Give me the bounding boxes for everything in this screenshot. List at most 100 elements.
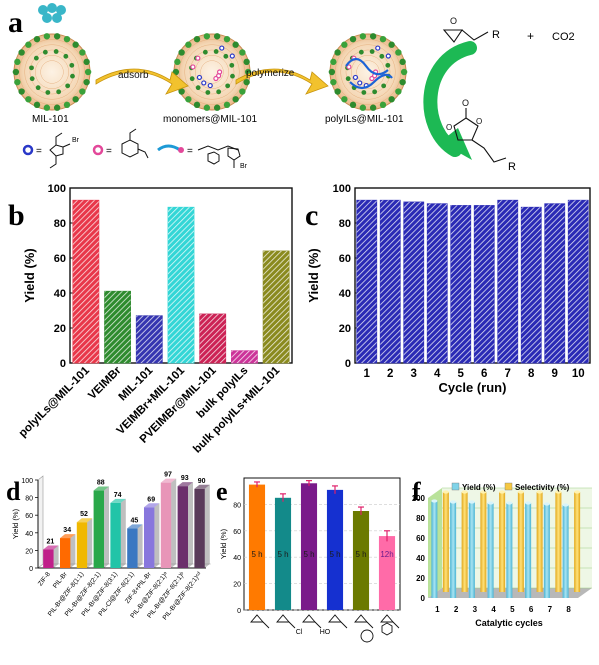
substituent-label: Cl xyxy=(296,629,303,636)
bar xyxy=(487,503,494,598)
mof-node xyxy=(395,49,402,56)
mof-lattice-ring xyxy=(195,55,229,89)
mof-node xyxy=(70,73,75,79)
mof-node xyxy=(193,101,201,109)
mof-node xyxy=(178,88,185,95)
panel-letter-a: a xyxy=(8,6,23,39)
mof-node xyxy=(45,90,51,95)
mof-node xyxy=(213,33,221,40)
y-tick-label: 40 xyxy=(54,288,66,300)
panel-letter-e: e xyxy=(216,477,228,506)
mof-node xyxy=(372,89,378,95)
bar-top xyxy=(450,500,457,504)
mof-node xyxy=(330,58,337,66)
bar-hatch xyxy=(356,200,377,363)
bar xyxy=(177,486,189,568)
bar-value-label: 97 xyxy=(164,472,172,479)
x-category-label: 2 xyxy=(387,368,393,380)
bar-top xyxy=(160,478,177,483)
equals-sign: = xyxy=(36,146,42,157)
monomer-dot xyxy=(201,80,207,86)
mof-node xyxy=(72,96,79,103)
mof-node xyxy=(379,101,387,109)
reactant-r-label: R xyxy=(492,29,500,41)
x-category-label: 1 xyxy=(364,368,371,380)
y-tick-label: 100 xyxy=(333,183,351,195)
bar-top xyxy=(543,502,550,506)
y-tick-label: 100 xyxy=(412,494,426,503)
bar-side xyxy=(87,518,93,568)
x-category-label: polyILs@MIL-101 xyxy=(17,364,93,440)
phenyl-ring-icon xyxy=(360,629,374,643)
mof-node xyxy=(84,68,92,76)
panel-e-chart: e 0 20 40 60 80 5 h 5 h 5 h Cl 5 h HO 5 h 12h Yield (… xyxy=(216,477,401,643)
mof-node xyxy=(330,78,337,86)
legend-swatch xyxy=(451,482,460,491)
mof-node xyxy=(345,76,351,82)
bar-hatch xyxy=(521,207,542,363)
bar-side xyxy=(120,498,126,568)
mof-node xyxy=(25,41,32,48)
bar-hatch xyxy=(497,200,518,363)
bar-top xyxy=(555,490,562,494)
bar-value-label: 90 xyxy=(198,478,206,485)
bar xyxy=(43,549,54,568)
ionic-monomer-icon xyxy=(22,144,34,156)
y-tick-label: 60 xyxy=(54,253,66,265)
mof-node xyxy=(328,68,336,76)
bar xyxy=(468,502,475,598)
bar-value-label: 93 xyxy=(181,475,189,482)
panel-a-scheme: a adsorb polymerize MIL-101 monomers@MIL… xyxy=(8,3,575,173)
bar-top xyxy=(506,501,513,505)
mof-node xyxy=(72,41,79,48)
monomer-dot xyxy=(213,75,219,82)
bar xyxy=(442,492,449,592)
monomer-dot xyxy=(369,75,375,82)
epoxide-structure-icon xyxy=(328,614,342,623)
mof-node xyxy=(83,78,90,86)
mof-lattice-ring xyxy=(200,60,224,84)
bar-hatch xyxy=(263,251,290,363)
mof-node xyxy=(400,68,408,76)
adsorb-label: adsorb xyxy=(118,70,149,81)
mof-node xyxy=(35,85,41,91)
bar xyxy=(506,503,513,598)
mof-node xyxy=(369,49,375,54)
mof-node xyxy=(388,41,395,48)
mof-node xyxy=(399,78,406,86)
mof-node xyxy=(223,35,231,43)
bar-time-label: 5 h xyxy=(355,550,366,559)
x-category-label: 7 xyxy=(548,605,553,614)
x-category-label: 8 xyxy=(566,605,571,614)
x-category-label: ZIF-8 xyxy=(37,571,52,588)
mof-lattice-ring xyxy=(29,49,75,95)
mof-node xyxy=(395,88,402,95)
svg-text:Br: Br xyxy=(240,163,248,170)
panel-f-chart: f 0 20 40 60 80 100 1 2 3 4 5 6 7 8 Catalytic cycles Yi… xyxy=(412,477,592,628)
bar-value-label: 74 xyxy=(114,492,122,499)
x-category-label: 5 xyxy=(458,368,465,380)
bar-top xyxy=(525,501,532,505)
bar-top xyxy=(517,490,524,494)
mof-node xyxy=(43,104,51,111)
svg-text:O: O xyxy=(450,16,457,26)
mof-lattice-ring xyxy=(179,39,245,105)
y-tick-label: 80 xyxy=(416,514,425,523)
mof-node xyxy=(232,41,239,48)
mof-node xyxy=(195,85,201,91)
x-category-label: 8 xyxy=(528,368,535,380)
mof-node xyxy=(239,88,246,95)
mof-node xyxy=(43,33,51,40)
svg-text:O: O xyxy=(446,123,452,132)
mof-node xyxy=(399,58,406,66)
bar-side xyxy=(137,524,143,568)
bar xyxy=(59,538,71,568)
legend-label: Yield (%) xyxy=(462,483,496,492)
x-category-label: 1 xyxy=(435,605,440,614)
monomer-dot xyxy=(207,82,213,89)
bar-hatch xyxy=(72,200,99,363)
cyclic-carbonate-product: O O O xyxy=(446,98,507,163)
mof-node xyxy=(53,33,61,40)
y-tick-label: 0 xyxy=(29,566,33,573)
